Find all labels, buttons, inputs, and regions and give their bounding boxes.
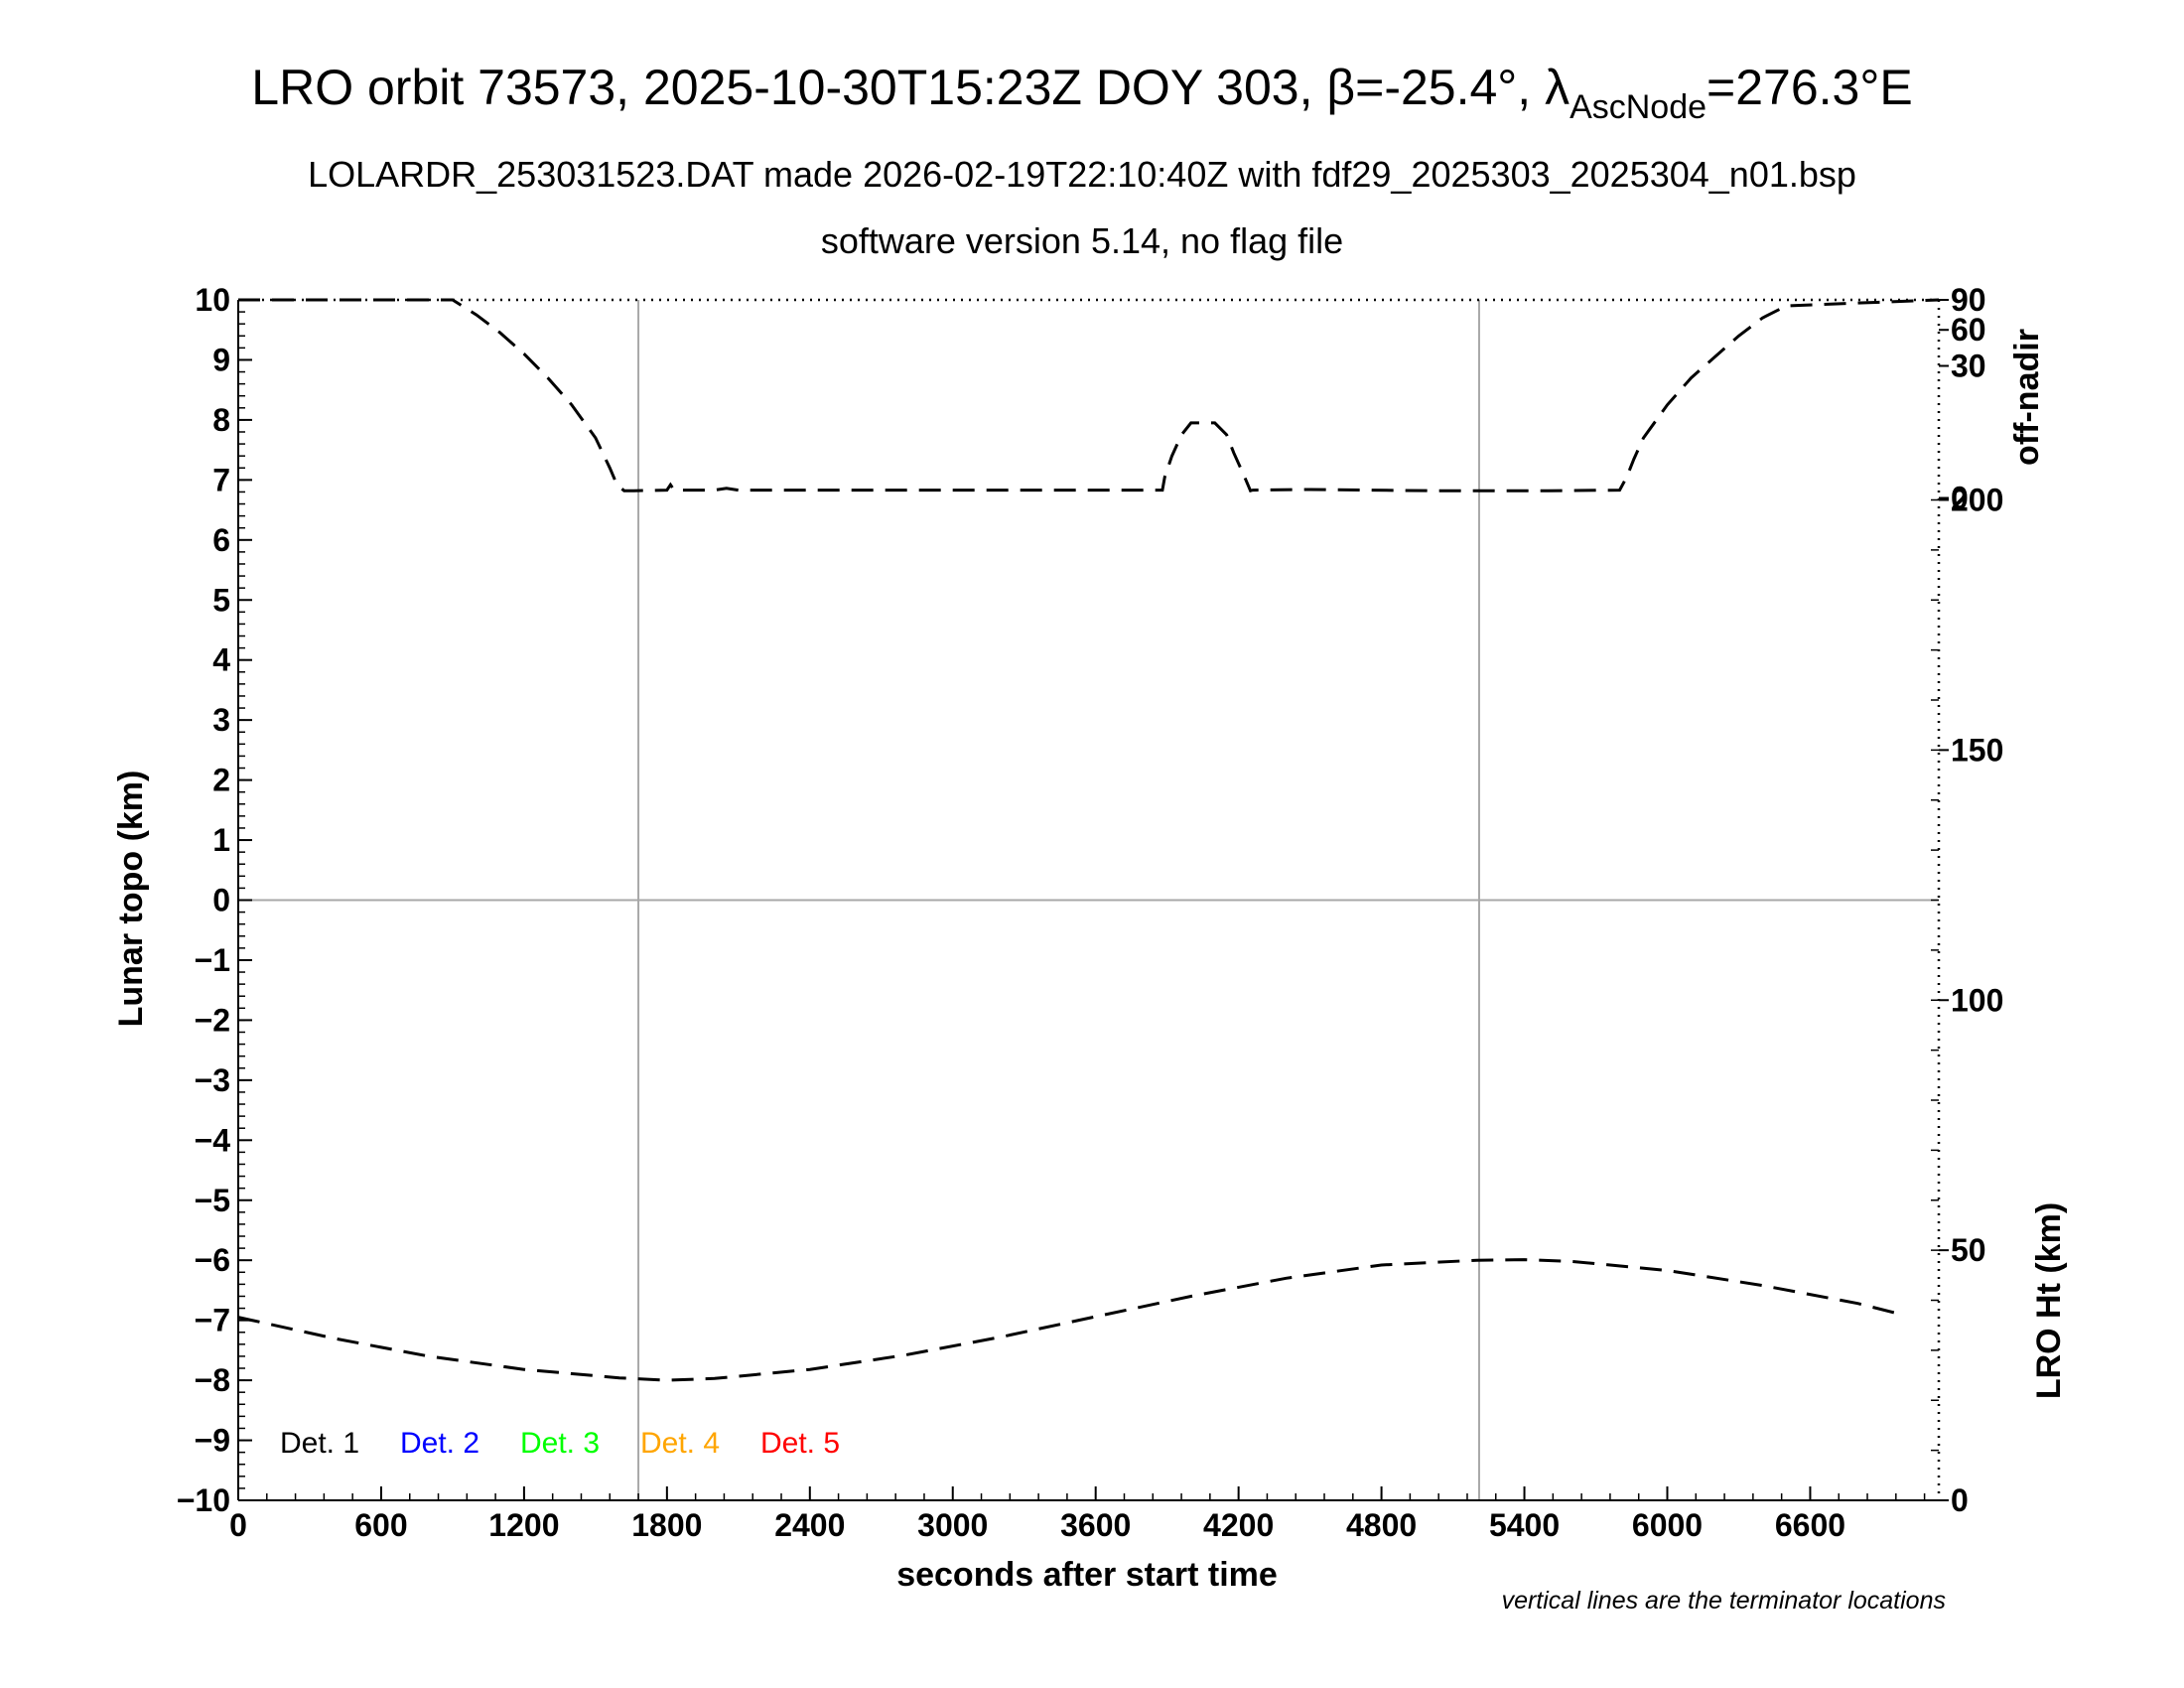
legend-entry-det-2: Det. 2 (400, 1427, 479, 1460)
offnadir-tick-label: 0 (1951, 480, 1969, 515)
offnadir-tick-label: 90 (1951, 282, 1986, 318)
x-tick-label: 0 (229, 1507, 247, 1543)
series-line-off-nadir (238, 298, 1940, 492)
x-tick-label: 6600 (1775, 1507, 1845, 1543)
y-tick-label: −10 (177, 1482, 230, 1518)
x-axis-label: seconds after start time (896, 1556, 1278, 1594)
series-line-lro-height (237, 1258, 1906, 1382)
offnadir-tick-label: 60 (1951, 312, 1986, 348)
y-tick-label: 5 (212, 582, 230, 618)
y-axis-label-left: Lunar topo (km) (112, 771, 150, 1028)
y-tick-label: 6 (212, 522, 230, 558)
legend-entry-det-4: Det. 4 (640, 1427, 720, 1460)
y-tick-label: −5 (195, 1183, 230, 1218)
x-tick-label: 1200 (488, 1507, 559, 1543)
y-tick-label: 7 (212, 462, 230, 497)
y-axis-label-offnadir: off-nadir (2008, 329, 2046, 466)
height-tick-label: 200 (1951, 483, 2003, 518)
y-tick-label: 2 (212, 763, 230, 798)
offnadir-tick-label: 30 (1951, 348, 1986, 383)
y-tick-label: 10 (195, 282, 230, 318)
legend-entry-det-1: Det. 1 (280, 1427, 359, 1460)
y-tick-label: 0 (212, 883, 230, 918)
x-tick-label: 3000 (917, 1507, 988, 1543)
legend: Det. 1 Det. 2 Det. 3 Det. 4 Det. 5 (280, 1427, 840, 1460)
height-tick-label: 0 (1951, 1482, 1969, 1518)
y-tick-label: −8 (195, 1362, 230, 1398)
legend-entry-det-3: Det. 3 (520, 1427, 600, 1460)
terminator-note: vertical lines are the terminator locati… (1502, 1587, 1946, 1615)
x-tick-label: 600 (354, 1507, 407, 1543)
x-tick-label: 2400 (774, 1507, 845, 1543)
y-tick-label: −1 (195, 942, 230, 978)
legend-entry-det-5: Det. 5 (760, 1427, 840, 1460)
y-axis-label-lro-height: LRO Ht (km) (2030, 1202, 2068, 1399)
x-tick-label: 1800 (631, 1507, 702, 1543)
y-tick-label: 4 (212, 642, 230, 678)
y-tick-label: 9 (212, 342, 230, 377)
chart-title: LRO orbit 73573, 2025-10-30T15:23Z DOY 3… (251, 60, 1912, 126)
height-tick-label: 150 (1951, 732, 2003, 768)
x-tick-label: 4800 (1346, 1507, 1417, 1543)
x-tick-label: 3600 (1060, 1507, 1131, 1543)
chart-title-main: LRO orbit 73573, 2025-10-30T15:23Z DOY 3… (251, 60, 1570, 115)
chart-subtitle-file: LOLARDR_253031523.DAT made 2026-02-19T22… (308, 154, 1856, 195)
chart-title-subscript: AscNode (1570, 88, 1706, 126)
y-tick-label: 1 (212, 822, 230, 858)
x-tick-label: 6000 (1632, 1507, 1703, 1543)
y-tick-label: −6 (195, 1242, 230, 1278)
y-tick-label: 3 (212, 702, 230, 738)
y-tick-label: −3 (195, 1062, 230, 1098)
y-tick-label: −7 (195, 1303, 230, 1338)
x-tick-label: 4200 (1203, 1507, 1274, 1543)
height-tick-label: 50 (1951, 1232, 1986, 1268)
y-tick-label: −2 (195, 1002, 230, 1038)
y-tick-label: −4 (195, 1122, 231, 1158)
grid-lines (238, 300, 1939, 1500)
x-axis-ticks: 0 600 1200 1800 2400 3000 3600 4200 4800 5400 6000… (229, 1486, 1926, 1543)
chart-subtitle-version: software version 5.14, no flag file (821, 220, 1343, 261)
y-tick-label: 8 (212, 402, 230, 438)
data-series (237, 298, 1940, 1382)
y-tick-label: −9 (195, 1423, 230, 1459)
height-tick-label: 100 (1951, 982, 2003, 1018)
x-tick-label: 5400 (1489, 1507, 1560, 1543)
chart-title-tail: =276.3°E (1706, 60, 1913, 115)
